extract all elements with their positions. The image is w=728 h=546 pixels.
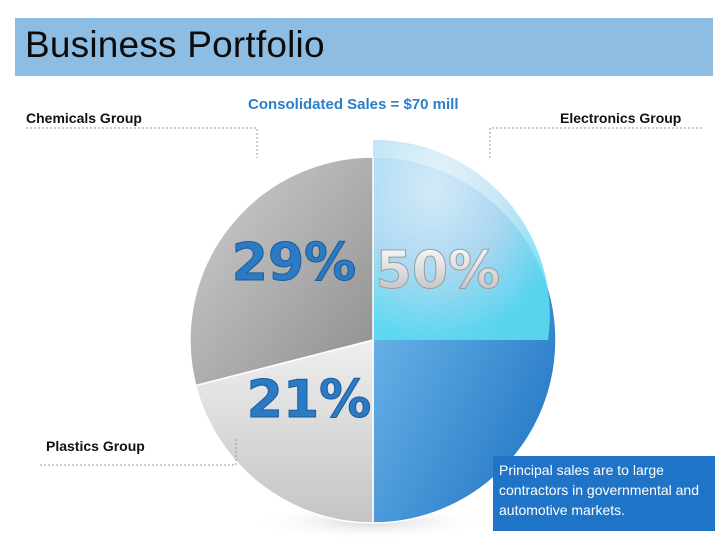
pct-label-plastics: 21% (247, 370, 371, 430)
slide-title: Business Portfolio (25, 24, 325, 65)
pie-slice-electronics-highlight (373, 139, 550, 340)
note-box: Principal sales are to large contractors… (493, 456, 715, 531)
title-bar: Business Portfolio (15, 18, 713, 76)
pct-label-chemicals: 29% (232, 233, 356, 293)
callout-line-chemicals (26, 127, 258, 158)
pct-label-electronics: 50% (376, 241, 500, 301)
callout-line-electronics (489, 127, 703, 158)
label-chemicals-group: Chemicals Group (26, 110, 142, 126)
pie-slice-plastics (194, 339, 374, 524)
pie-slice-chemicals (189, 156, 374, 387)
chart-subtitle: Consolidated Sales = $70 mill (248, 96, 459, 113)
label-plastics-group: Plastics Group (46, 438, 145, 454)
callout-line-plastics (40, 437, 237, 466)
label-electronics-group: Electronics Group (560, 110, 682, 126)
